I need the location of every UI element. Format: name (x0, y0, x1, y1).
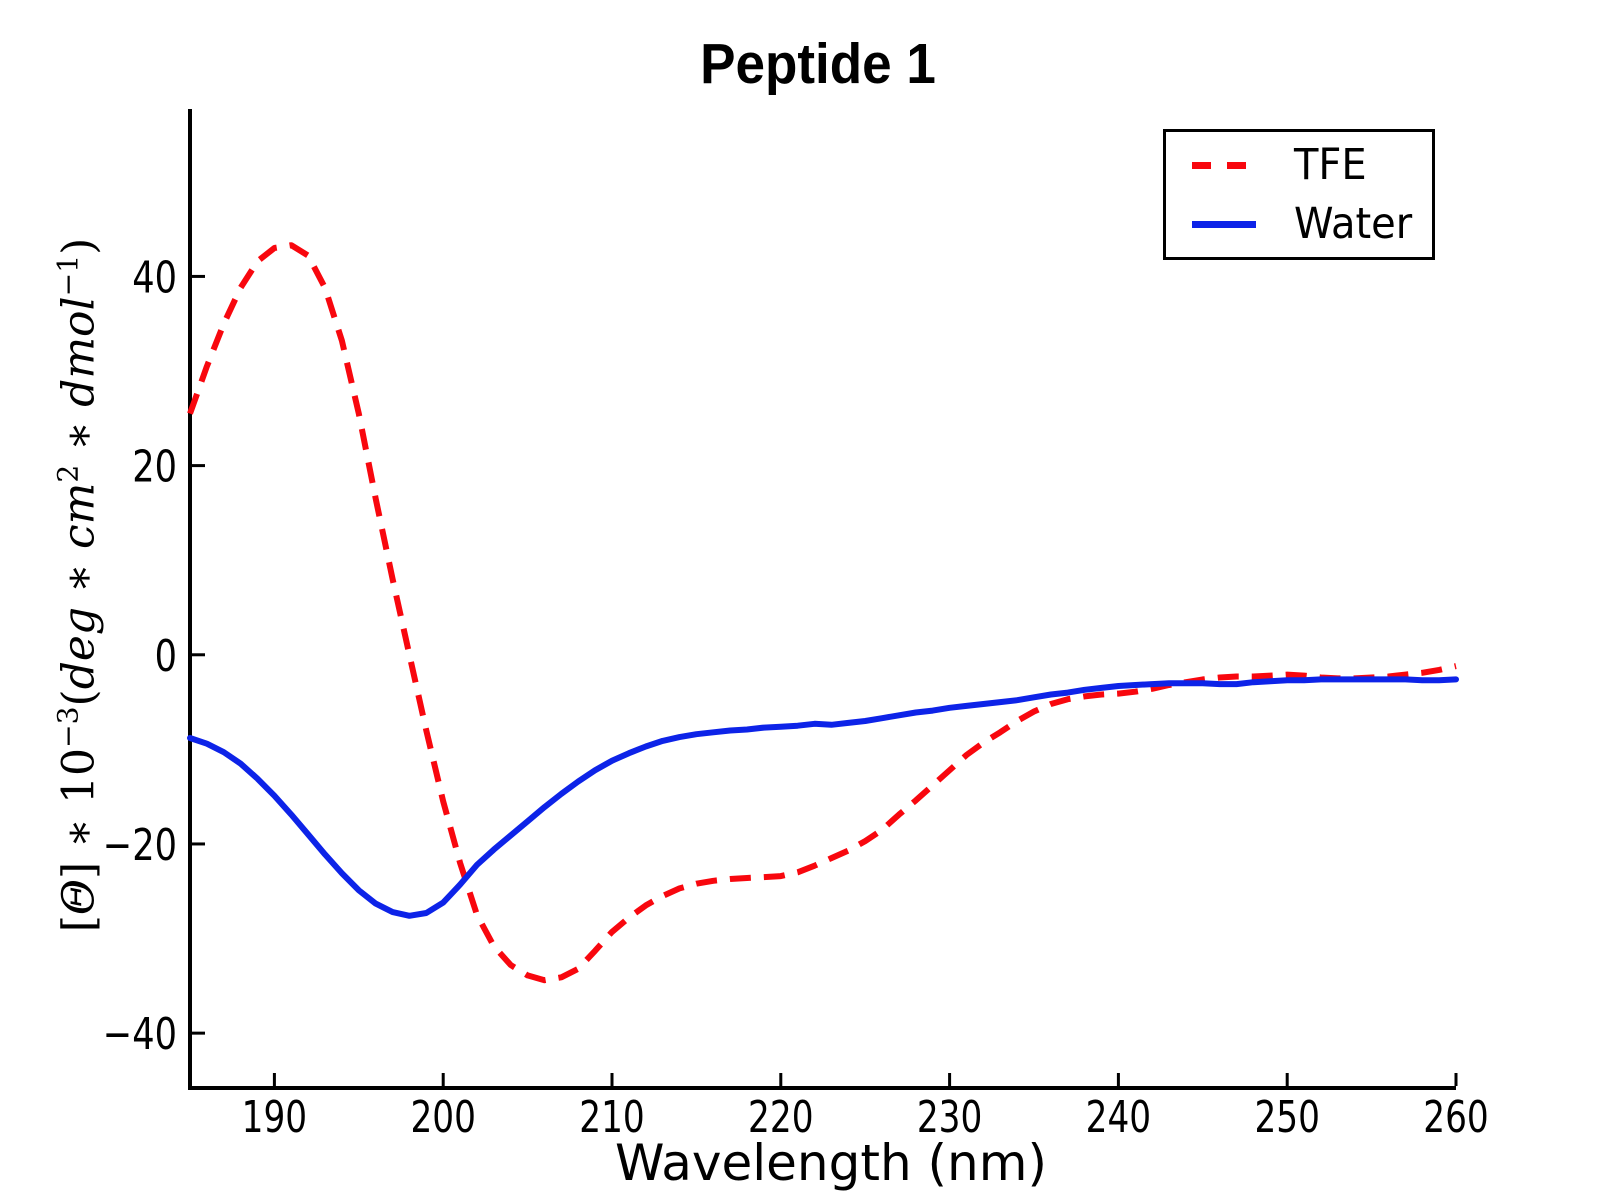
x-axis-label: Wavelength (nm) (615, 1134, 1047, 1192)
curve-tfe (187, 242, 1457, 984)
legend-item-water: Water (1166, 198, 1432, 250)
y-axis-label-part: deg (53, 606, 105, 690)
legend-item-tfe: TFE (1166, 139, 1432, 191)
chart-title: Peptide 1 (691, 36, 944, 93)
y-axis-label-part: ) (53, 237, 105, 255)
y-axis-label-part: [ (53, 915, 105, 933)
y-axis-label-part: dmol (53, 296, 105, 407)
x-tick-label: 230 (917, 1092, 982, 1143)
water-line-segment (1192, 220, 1256, 228)
tfe-dash-segment (1192, 161, 1211, 169)
axes-ticks (192, 274, 1458, 1086)
y-axis-label-part: ∗ (53, 549, 105, 607)
y-axis-label-part: cm (53, 482, 105, 550)
x-tick-label: 240 (1086, 1092, 1151, 1143)
legend-label-water: Water (1294, 198, 1413, 249)
y-tick-label: 0 (155, 631, 177, 682)
y-axis-label-part: 2 (51, 464, 85, 483)
chart-title-text: Peptide 1 (700, 32, 936, 96)
y-axis-label-part: −3 (51, 706, 85, 748)
y-axis-label-part: Θ (53, 879, 105, 916)
y-tick-label: 20 (132, 442, 177, 493)
y-tick-label: −40 (103, 1009, 177, 1060)
y-axis-label-part: −1 (51, 254, 85, 297)
x-tick-label: 220 (748, 1092, 813, 1143)
y-axis-label-part: ] ∗ 10 (53, 747, 105, 880)
data-curves (187, 242, 1459, 984)
x-tick-label: 260 (1423, 1092, 1488, 1143)
x-tick-label: 190 (242, 1092, 307, 1143)
y-tick-label: 40 (132, 253, 177, 304)
x-tick-label: 210 (579, 1092, 644, 1143)
axes-spines (188, 109, 1456, 1090)
y-axis-label-part: ∗ (53, 406, 105, 465)
y-axis-label-part: ( (53, 689, 105, 707)
x-tick-label: 250 (1254, 1092, 1319, 1143)
tfe-dashed-line-swatch (1192, 161, 1258, 169)
curve-water (187, 676, 1459, 919)
x-tick-label: 200 (410, 1092, 475, 1143)
axes-tick-labels: 190 200 210 220 230 240 250 260 −40 −20 0 20 40 (103, 253, 1489, 1143)
y-axis-label: [Θ] ∗ 10−3(deg ∗ cm2 ∗ dmol−1) (51, 237, 105, 933)
y-tick-label: −20 (103, 820, 177, 871)
legend-box: TFE Water (1163, 129, 1435, 260)
water-solid-line-swatch (1192, 220, 1258, 228)
legend-label-tfe: TFE (1294, 139, 1367, 190)
tfe-dash-segment (1227, 161, 1246, 169)
